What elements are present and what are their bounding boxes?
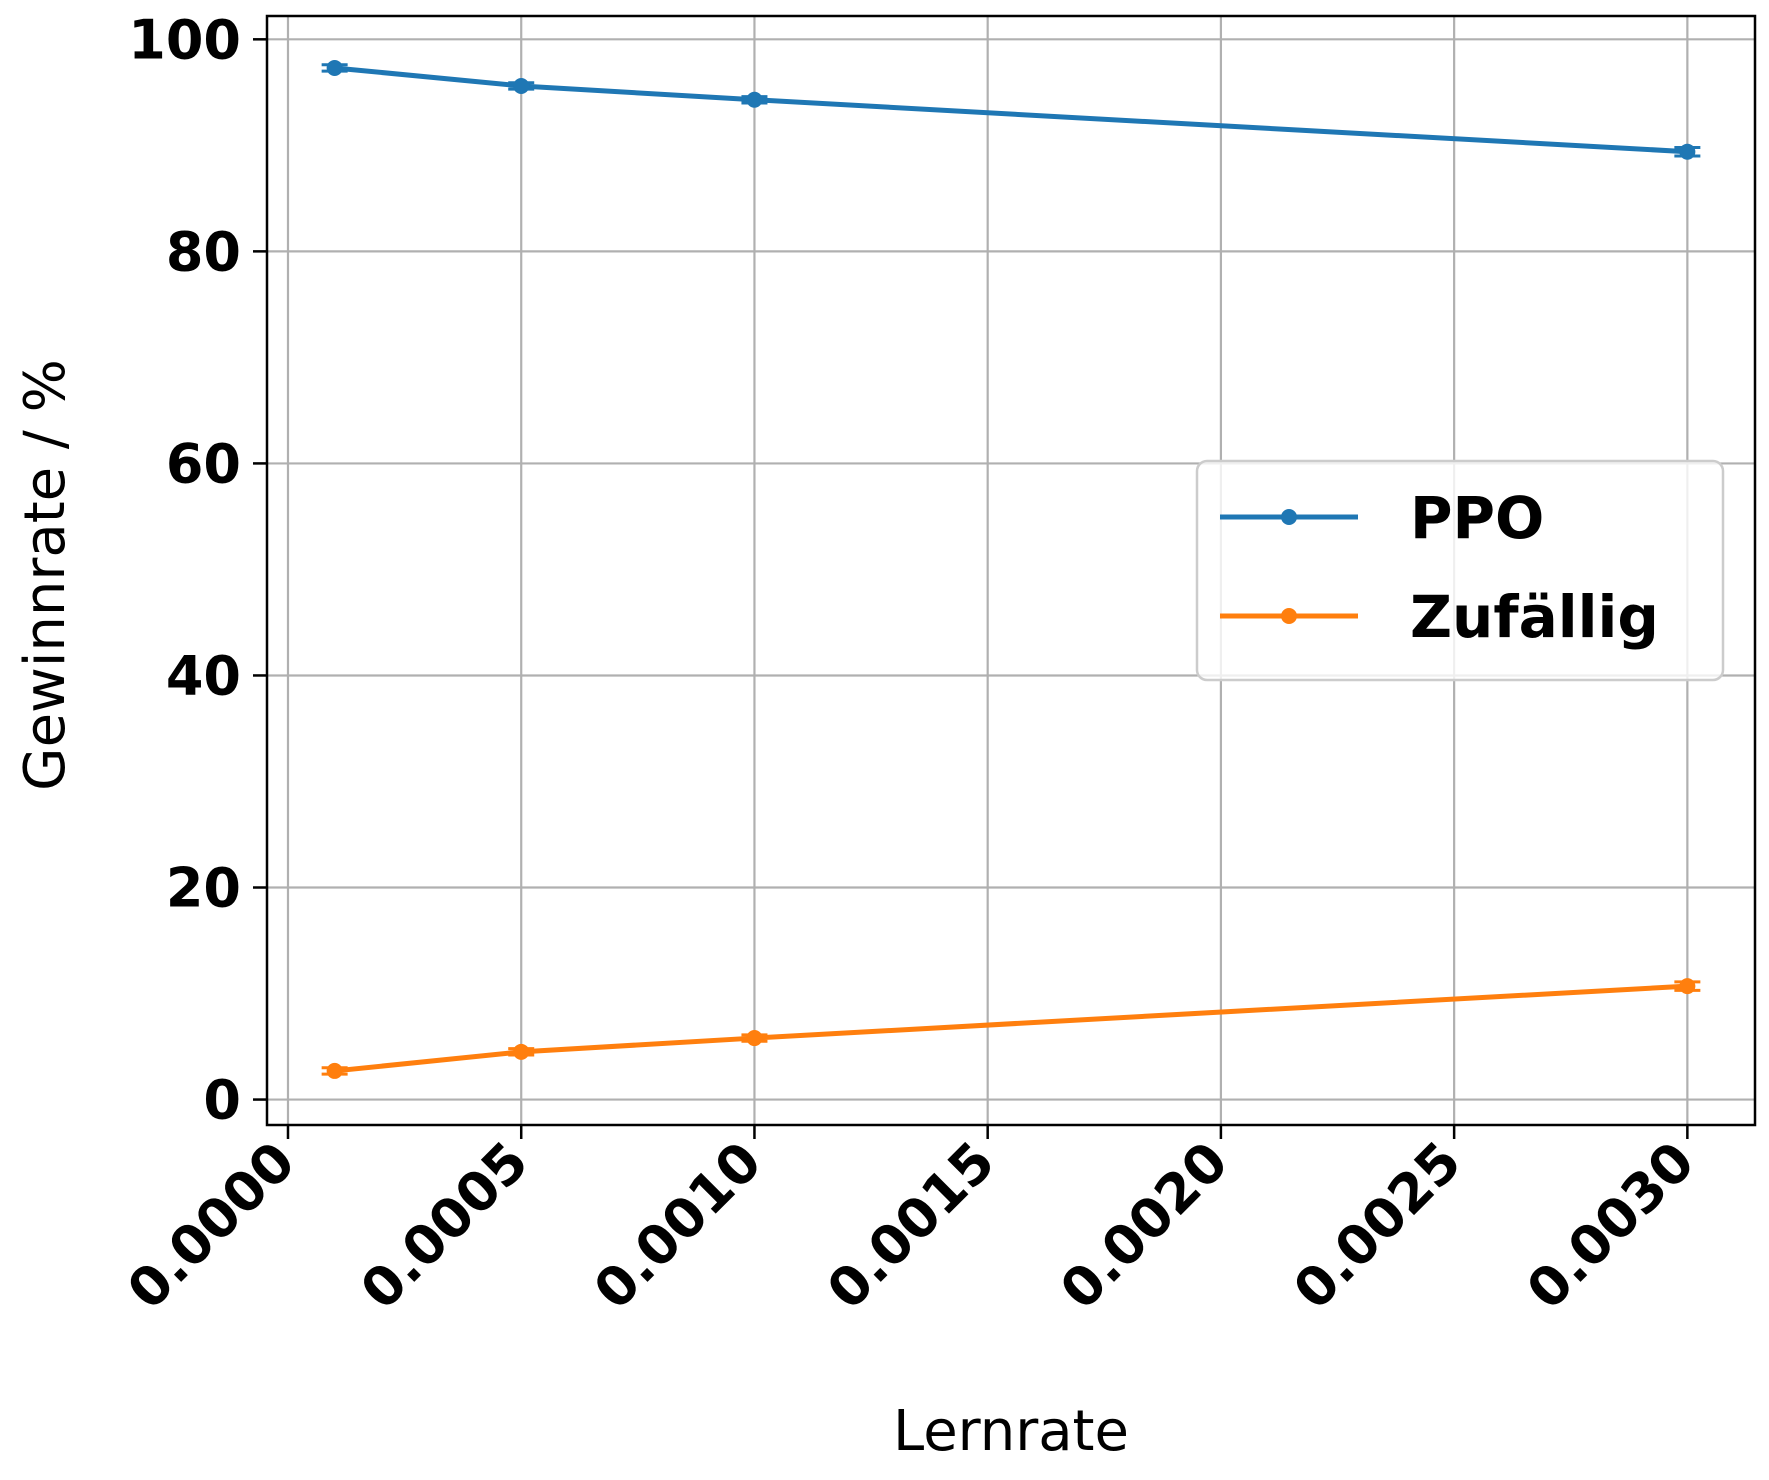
series-layer — [321, 59, 1701, 1079]
series-zuf-llig — [321, 978, 1701, 1079]
y-axis-label: Gewinnrate / % — [13, 359, 78, 791]
legend-marker — [1281, 608, 1297, 624]
y-tick-label: 20 — [166, 857, 241, 920]
data-point — [1679, 978, 1696, 995]
data-point — [746, 91, 763, 108]
ticks — [253, 38, 1689, 1139]
series-line — [334, 65, 1688, 155]
data-point — [513, 1043, 530, 1060]
data-point — [746, 1030, 763, 1047]
legend: PPO Zufällig — [1195, 459, 1725, 682]
y-tick-label: 40 — [166, 644, 241, 707]
series-ppo — [321, 59, 1701, 160]
legend-marker — [1281, 509, 1297, 525]
legend-item: Zufällig — [1220, 583, 1659, 651]
data-point — [1679, 143, 1696, 160]
legend-label: PPO — [1410, 484, 1544, 552]
data-point — [326, 1062, 343, 1079]
y-tick-label: 80 — [166, 220, 241, 283]
y-tick-label: 60 — [166, 432, 241, 495]
series-line — [334, 983, 1688, 1074]
plot-frame — [265, 14, 1757, 1127]
data-point — [513, 77, 530, 94]
x-axis-label: Lernrate — [893, 1399, 1129, 1464]
y-tick-label: 0 — [203, 1069, 241, 1132]
legend-item: PPO — [1220, 484, 1544, 552]
data-point — [326, 59, 343, 76]
y-tick-label: 100 — [128, 8, 241, 71]
legend-label: Zufällig — [1410, 583, 1659, 651]
